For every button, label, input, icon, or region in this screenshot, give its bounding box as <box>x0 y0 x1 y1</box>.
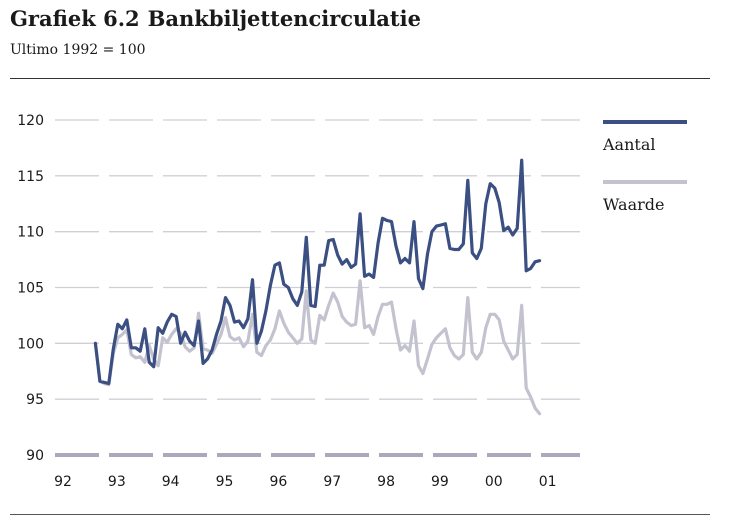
x-tick-label: 99 <box>431 474 449 490</box>
y-tick-label: 90 <box>26 448 44 464</box>
y-tick-label: 110 <box>17 225 44 241</box>
series-line-aantal <box>93 158 542 386</box>
figure-number: Grafiek 6.2 <box>10 6 140 31</box>
x-tick-label: 95 <box>216 474 234 490</box>
x-axis-ticks: 92 93 94 95 96 97 98 99 00 01 <box>54 474 556 490</box>
figure-subtitle: Ultimo 1992 = 100 <box>10 42 146 58</box>
x-tick-label: 96 <box>269 474 287 490</box>
x-tick-label: 00 <box>485 474 503 490</box>
x-tick-label: 97 <box>323 474 341 490</box>
series-lines <box>93 158 542 416</box>
y-tick-label: 120 <box>17 113 44 129</box>
series-line-waarde <box>93 279 542 416</box>
y-tick-label: 105 <box>17 281 44 297</box>
x-tick-label: 98 <box>377 474 395 490</box>
legend-label-aantal: Aantal <box>602 135 655 154</box>
y-axis-ticks: 90 95 100 105 110 115 120 <box>17 113 44 464</box>
x-tick-label: 93 <box>108 474 126 490</box>
x-tick-label: 01 <box>539 474 557 490</box>
figure-title-text: Bankbiljettencirculatie <box>147 6 421 31</box>
bottom-rule <box>10 514 710 515</box>
legend: Aantal Waarde <box>602 120 687 214</box>
y-tick-label: 115 <box>17 169 44 185</box>
legend-label-waarde: Waarde <box>603 195 665 214</box>
y-tick-label: 100 <box>17 336 44 352</box>
x-tick-label: 92 <box>54 474 72 490</box>
top-rule <box>10 78 710 80</box>
figure-title: Grafiek 6.2 Bankbiljettencirculatie <box>10 6 421 31</box>
x-tick-label: 94 <box>162 474 180 490</box>
y-tick-label: 95 <box>26 392 44 408</box>
